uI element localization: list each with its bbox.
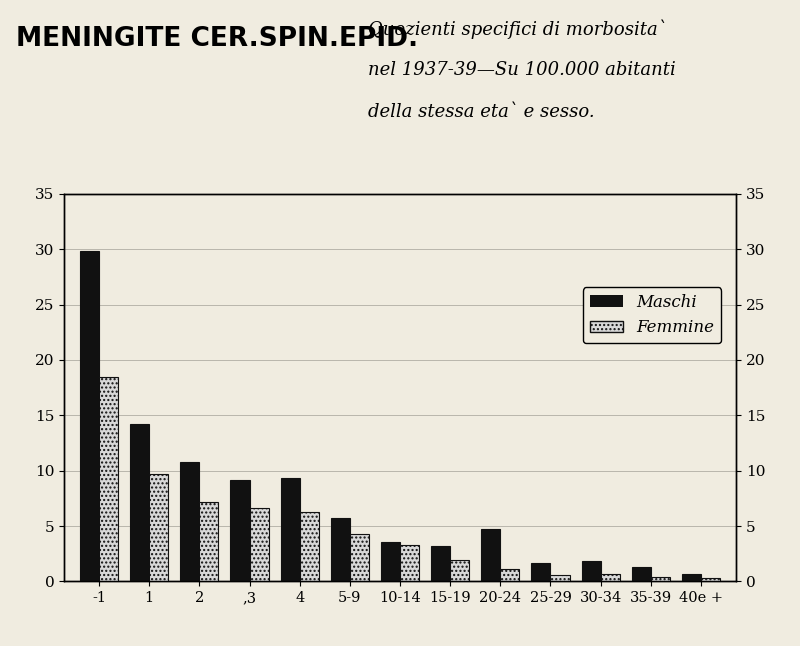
Bar xyxy=(701,578,720,581)
Bar xyxy=(330,518,350,581)
Bar xyxy=(250,508,269,581)
Bar xyxy=(682,574,701,581)
Bar xyxy=(582,561,601,581)
Bar xyxy=(381,541,400,581)
Bar xyxy=(632,567,650,581)
Text: Quozienti specifici di morbosita`: Quozienti specifici di morbosita` xyxy=(368,19,666,39)
Bar xyxy=(281,479,300,581)
Bar xyxy=(500,569,519,581)
Bar xyxy=(400,545,419,581)
Text: della stessa eta` e sesso.: della stessa eta` e sesso. xyxy=(368,103,594,121)
Text: nel 1937-39—Su 100.000 abitanti: nel 1937-39—Su 100.000 abitanti xyxy=(368,61,676,79)
Bar xyxy=(450,560,470,581)
Bar xyxy=(230,479,250,581)
Bar xyxy=(99,377,118,581)
Bar xyxy=(180,462,199,581)
Text: MENINGITE CER.SPIN.EPID.: MENINGITE CER.SPIN.EPID. xyxy=(16,26,418,52)
Bar xyxy=(482,529,500,581)
Bar xyxy=(601,574,620,581)
Bar xyxy=(199,502,218,581)
Legend: Maschi, Femmine: Maschi, Femmine xyxy=(583,287,721,343)
Bar xyxy=(550,575,570,581)
Bar xyxy=(80,251,99,581)
Bar xyxy=(650,577,670,581)
Bar xyxy=(300,512,318,581)
Bar xyxy=(150,474,168,581)
Bar xyxy=(130,424,150,581)
Bar xyxy=(531,563,550,581)
Bar xyxy=(350,534,369,581)
Bar xyxy=(431,546,450,581)
